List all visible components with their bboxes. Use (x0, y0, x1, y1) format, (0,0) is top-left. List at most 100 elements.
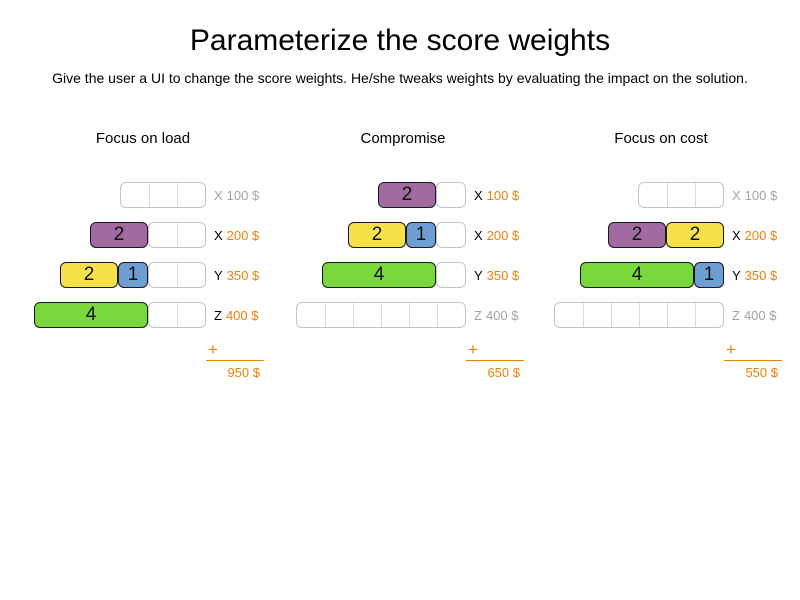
machine-name: Y (474, 267, 483, 283)
machine-name: Z (214, 307, 222, 323)
total-sum: +550 $ (724, 341, 782, 380)
empty-capacity (554, 302, 724, 328)
machine-name: X (214, 187, 223, 203)
machine-price: 350 $ (486, 267, 520, 283)
empty-capacity (148, 302, 206, 328)
empty-cell (555, 303, 583, 327)
weight-block-blue[interactable]: 1 (118, 262, 148, 288)
total-sum: +650 $ (466, 341, 524, 380)
total-price: 650 $ (487, 365, 520, 380)
weight-block-green[interactable]: 4 (34, 302, 148, 328)
machine-label: X 100 $ (206, 188, 264, 203)
weight-block-blue[interactable]: 1 (694, 262, 724, 288)
machine-label: X 200 $ (466, 228, 524, 243)
machine-track: 4 (34, 302, 206, 328)
weight-block-blue[interactable]: 1 (406, 222, 436, 248)
empty-capacity (120, 182, 206, 208)
machine-track (120, 182, 206, 208)
machine-row: 2 1 X 200 $ (282, 222, 524, 248)
total-price: 950 $ (227, 365, 260, 380)
panel: Focus on load X 100 $2 X 200 $2 1 Y 350 $4 Z 400 … (22, 130, 264, 380)
weight-block-green[interactable]: 4 (580, 262, 694, 288)
machine-label: X 100 $ (466, 188, 524, 203)
machine-label: X 200 $ (206, 228, 264, 243)
empty-cell (177, 183, 205, 207)
machine-name: Y (732, 267, 741, 283)
machine-label: X 100 $ (724, 188, 782, 203)
plus-sign: + (724, 341, 782, 361)
empty-cell (381, 303, 409, 327)
weight-block-purple[interactable]: 2 (90, 222, 148, 248)
machine-name: Y (214, 267, 223, 283)
empty-cell (437, 223, 465, 247)
plus-sign: + (206, 341, 264, 361)
weight-block-purple[interactable]: 2 (608, 222, 666, 248)
machine-track: 2 (90, 222, 206, 248)
weight-block-yellow[interactable]: 2 (666, 222, 724, 248)
empty-cell (177, 303, 205, 327)
empty-cell (353, 303, 381, 327)
empty-cell (437, 263, 465, 287)
slide-title: Parameterize the score weights (189, 24, 611, 57)
machine-row: 2 1 Y 350 $ (22, 262, 264, 288)
empty-cell (177, 263, 205, 287)
machine-price: 350 $ (744, 267, 778, 283)
slide-subtitle: Give the user a UI to change the score w… (52, 70, 748, 86)
empty-cell (639, 303, 667, 327)
weight-block-purple[interactable]: 2 (378, 182, 436, 208)
empty-cell (667, 303, 695, 327)
machine-row: 4 Z 400 $ (22, 302, 264, 328)
machine-price: 350 $ (226, 267, 260, 283)
machine-label: Z 400 $ (466, 308, 524, 323)
total-price: 550 $ (745, 365, 778, 380)
machine-price: 100 $ (226, 187, 260, 203)
weight-block-yellow[interactable]: 2 (60, 262, 118, 288)
machine-track (638, 182, 724, 208)
panel: Compromise 2 X 100 $2 1 X 200 $4 Y 350 $ Z 400 $ +6… (282, 130, 524, 380)
empty-cell (149, 183, 177, 207)
panel-title: Compromise (360, 130, 446, 147)
machine-price: 200 $ (226, 227, 260, 243)
empty-cell (695, 303, 723, 327)
empty-cell (611, 303, 639, 327)
machine-label: Y 350 $ (466, 268, 524, 283)
machine-row: 4 Y 350 $ (282, 262, 524, 288)
empty-capacity (436, 182, 466, 208)
empty-cell (583, 303, 611, 327)
weight-block-green[interactable]: 4 (322, 262, 436, 288)
empty-cell (409, 303, 437, 327)
empty-cell (121, 183, 149, 207)
panel: Focus on cost X 100 $2 2 X 200 $4 1 Y 350 $ Z 400 … (540, 130, 782, 380)
machine-name: Z (474, 307, 482, 323)
machine-price: 400 $ (225, 307, 259, 323)
weight-panels-container: Focus on load X 100 $2 X 200 $2 1 Y 350 $4 Z 400 … (0, 130, 800, 430)
machine-track: 2 (378, 182, 466, 208)
machine-label: Z 400 $ (206, 308, 264, 323)
machine-label: X 200 $ (724, 228, 782, 243)
empty-cell (325, 303, 353, 327)
machine-row: 2 2 X 200 $ (540, 222, 782, 248)
machine-price: 200 $ (744, 227, 778, 243)
machine-track (554, 302, 724, 328)
empty-capacity (436, 222, 466, 248)
machine-row: 4 1 Y 350 $ (540, 262, 782, 288)
machine-label: Y 350 $ (206, 268, 264, 283)
total-sum: +950 $ (206, 341, 264, 380)
empty-cell (297, 303, 325, 327)
plus-sign: + (466, 341, 524, 361)
weight-block-yellow[interactable]: 2 (348, 222, 406, 248)
empty-cell (639, 183, 667, 207)
empty-capacity (436, 262, 466, 288)
empty-cell (437, 183, 465, 207)
empty-capacity (148, 222, 206, 248)
machine-name: X (474, 187, 483, 203)
empty-cell (695, 183, 723, 207)
machine-row: 2 X 200 $ (22, 222, 264, 248)
empty-cell (149, 263, 177, 287)
empty-cell (149, 303, 177, 327)
empty-cell (149, 223, 177, 247)
machine-price: 400 $ (485, 307, 519, 323)
